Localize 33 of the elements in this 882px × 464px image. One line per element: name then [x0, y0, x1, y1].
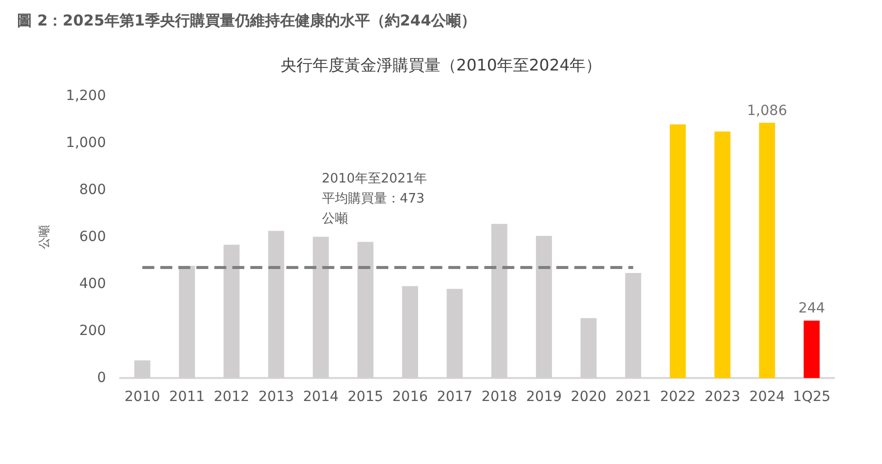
x-tick-label: 2010: [124, 389, 160, 405]
x-tick-label: 2024: [749, 389, 785, 405]
x-tick-label: 2022: [660, 389, 696, 405]
data-label: 244: [798, 300, 826, 317]
y-tick-label: 200: [79, 323, 106, 339]
y-tick-label: 400: [79, 276, 106, 292]
bar: [804, 320, 820, 378]
bar: [714, 131, 730, 378]
x-tick-label: 2023: [704, 389, 740, 405]
x-tick-label: 2012: [214, 389, 250, 405]
x-tick-label: 2021: [615, 389, 652, 405]
y-tick-label: 1,000: [66, 135, 106, 151]
chart-title: 圖 2：2025年第1季央行購買量仍維持在健康的水平（約244公噸）: [17, 12, 476, 30]
x-tick-label: 2011: [169, 389, 205, 405]
y-tick-label: 1,200: [66, 88, 106, 104]
y-tick-label: 600: [79, 229, 106, 245]
x-tick-label: 2015: [348, 389, 384, 405]
x-tick-label: 2020: [570, 389, 606, 405]
y-axis-title: 公噸: [37, 225, 51, 249]
chart-subtitle: 央行年度黃金淨購買量（2010年至2024年）: [280, 56, 602, 74]
data-label: 1,086: [747, 102, 788, 119]
x-tick-label: 2019: [526, 389, 562, 405]
x-tick-label: 2018: [481, 389, 518, 405]
y-tick-label: 800: [79, 182, 106, 198]
x-tick-label: 2016: [392, 389, 428, 405]
y-tick-label: 0: [97, 370, 106, 386]
bar: [670, 124, 686, 378]
x-tick-label: 2013: [258, 389, 294, 405]
x-tick-label: 2014: [302, 389, 339, 405]
x-tick-label: 1Q25: [792, 389, 831, 405]
ref-line-label: 2010年至2021年平均購買量：473公噸: [322, 171, 427, 226]
x-tick-label: 2017: [436, 389, 473, 405]
bar: [759, 122, 776, 378]
